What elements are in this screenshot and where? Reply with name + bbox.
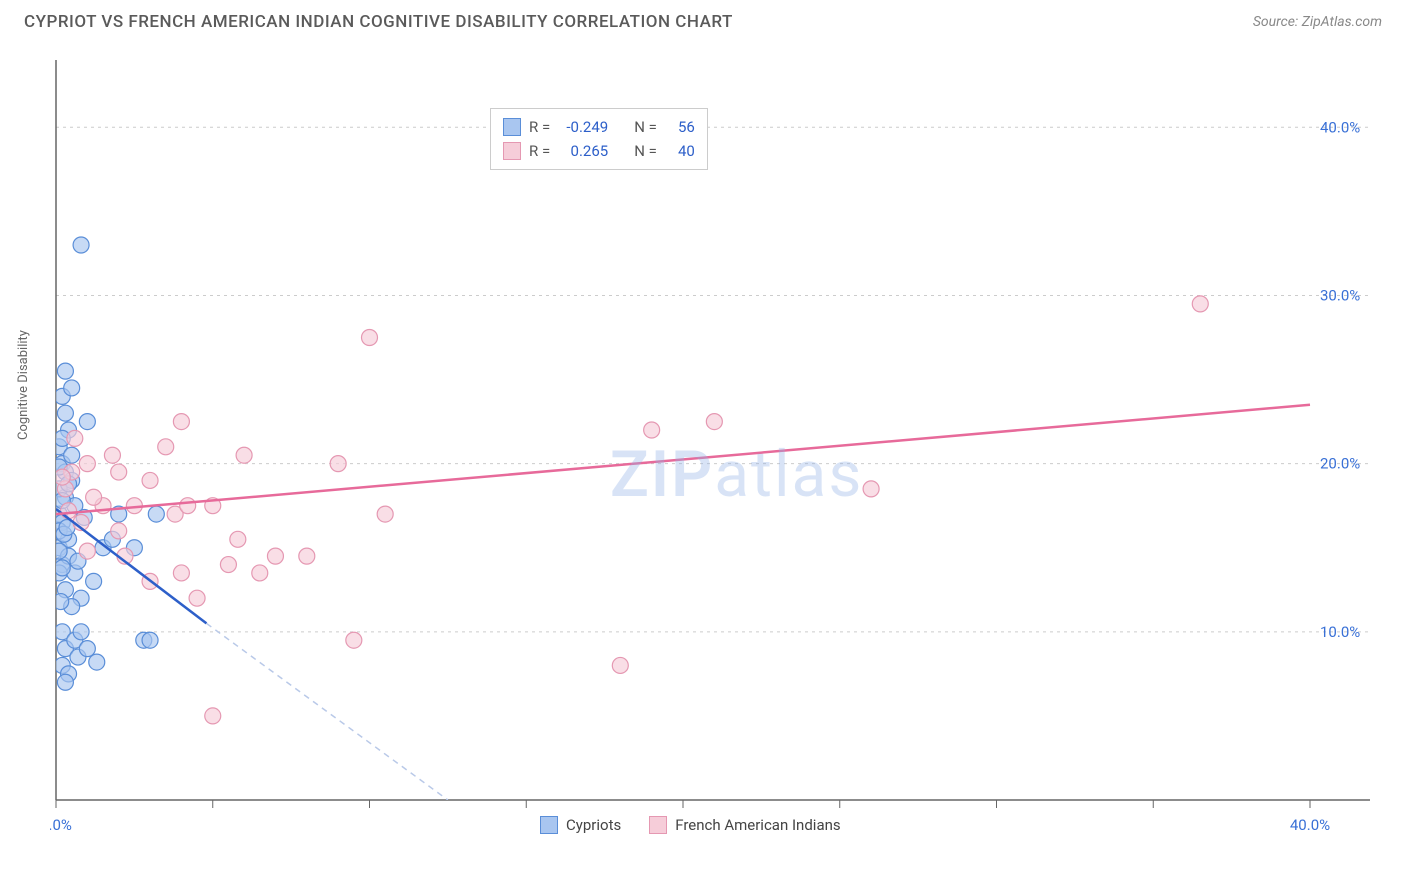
data-point: [104, 447, 120, 463]
chart-title: CYPRIOT VS FRENCH AMERICAN INDIAN COGNIT…: [24, 12, 733, 32]
data-point: [158, 439, 174, 455]
data-point: [173, 565, 189, 581]
data-point: [189, 590, 205, 606]
data-point: [54, 469, 70, 485]
data-point: [53, 594, 69, 610]
data-point: [1192, 296, 1208, 312]
data-point: [111, 523, 127, 539]
header-bar: CYPRIOT VS FRENCH AMERICAN INDIAN COGNIT…: [0, 0, 1406, 40]
x-tick-label: 40.0%: [1290, 816, 1330, 834]
data-point: [54, 560, 70, 576]
n-value: 56: [665, 118, 695, 136]
legend-label: Cypriots: [566, 816, 621, 834]
n-label: N =: [634, 142, 657, 160]
legend-swatch: [649, 816, 667, 834]
n-label: N =: [634, 118, 657, 136]
chart-area: 10.0%20.0%30.0%40.0%0.0%40.0% ZIPatlas R…: [50, 52, 1380, 842]
y-axis-label: Cognitive Disability: [16, 330, 31, 440]
data-point: [706, 414, 722, 430]
n-value: 40: [665, 142, 695, 160]
data-point: [79, 641, 95, 657]
data-point: [346, 632, 362, 648]
data-point: [86, 489, 102, 505]
data-point: [73, 237, 89, 253]
data-point: [67, 430, 83, 446]
scatter-plot-svg: 10.0% 20.0% 30.0% 40.0% 0.0% 40.0%: [50, 52, 1380, 842]
data-point: [57, 674, 73, 690]
r-value: -0.249: [558, 118, 608, 136]
legend-series: Cypriots French American Indians: [540, 816, 841, 834]
data-point: [61, 503, 77, 519]
data-point: [89, 654, 105, 670]
legend-swatch: [503, 118, 521, 136]
data-point: [173, 414, 189, 430]
data-point: [57, 405, 73, 421]
legend-stat-row: R = -0.249 N = 56: [503, 115, 695, 139]
data-point: [64, 380, 80, 396]
legend-item: French American Indians: [649, 816, 840, 834]
legend-label: French American Indians: [675, 816, 840, 834]
x-tick-label: 0.0%: [50, 816, 72, 834]
y-tick-label: 20.0%: [1320, 455, 1360, 473]
legend-stats-box: R = -0.249 N = 56 R = 0.265 N = 40: [490, 108, 708, 170]
data-point: [51, 543, 67, 559]
data-point: [230, 531, 246, 547]
data-point: [236, 447, 252, 463]
data-point: [205, 708, 221, 724]
data-point: [644, 422, 660, 438]
r-value: 0.265: [558, 142, 608, 160]
y-tick-label: 10.0%: [1320, 623, 1360, 641]
data-point: [142, 472, 158, 488]
data-point: [142, 632, 158, 648]
data-point: [252, 565, 268, 581]
source-credit: Source: ZipAtlas.com: [1253, 14, 1382, 30]
data-point: [267, 548, 283, 564]
y-tick-label: 40.0%: [1320, 118, 1360, 136]
data-point: [57, 363, 73, 379]
y-tick-label: 30.0%: [1320, 286, 1360, 304]
data-point: [79, 456, 95, 472]
data-point: [612, 657, 628, 673]
data-point: [220, 557, 236, 573]
data-point: [299, 548, 315, 564]
data-point: [377, 506, 393, 522]
data-point: [180, 498, 196, 514]
data-point: [111, 464, 127, 480]
data-point: [86, 573, 102, 589]
r-label: R =: [529, 118, 550, 136]
legend-swatch: [503, 142, 521, 160]
data-point: [362, 330, 378, 346]
trend-line-cypriots-ext: [206, 623, 447, 800]
data-point: [148, 506, 164, 522]
legend-item: Cypriots: [540, 816, 621, 834]
data-point: [79, 414, 95, 430]
legend-swatch: [540, 816, 558, 834]
data-point: [64, 447, 80, 463]
data-point: [330, 456, 346, 472]
r-label: R =: [529, 142, 550, 160]
legend-stat-row: R = 0.265 N = 40: [503, 139, 695, 163]
data-point: [73, 624, 89, 640]
data-point: [79, 543, 95, 559]
data-point: [863, 481, 879, 497]
